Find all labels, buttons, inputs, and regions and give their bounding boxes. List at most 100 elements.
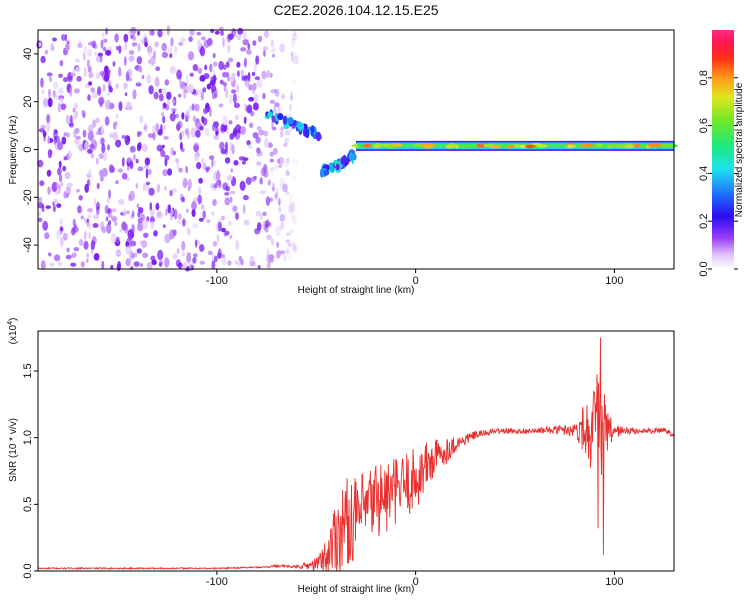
colorbar-gradient	[712, 30, 734, 269]
spectrogram-noise-blob	[141, 143, 148, 153]
spectrogram-branch-blob	[304, 128, 310, 139]
spectrogram-noise-blob	[212, 68, 215, 77]
spectrogram-noise-blob	[198, 217, 204, 222]
snr-xtick-label: 100	[605, 576, 623, 588]
spectrogram-noise-blob	[176, 69, 183, 80]
spectrogram-panel: -100 0 100 -40 -20 0 20 40 Height of straight l…	[8, 25, 678, 296]
spectrogram-noise-blob	[203, 107, 208, 115]
spectrogram-noise-blob	[218, 221, 222, 232]
spectrogram-noise-blob	[66, 247, 70, 253]
spectrogram-noise-blob	[73, 247, 80, 252]
spectrogram-noise-blob	[272, 126, 277, 131]
spectrogram-noise-blob	[96, 72, 100, 80]
spectrogram-noise-blob	[214, 255, 218, 263]
spectrogram-noise-blob	[201, 115, 205, 124]
spectrogram-noise-blob	[271, 186, 276, 192]
spectrogram-noise-blob	[260, 167, 267, 177]
spectrogram-noise-blob	[108, 84, 112, 89]
spectrogram-noise-blob	[144, 157, 151, 166]
spectrogram-noise-blob	[119, 228, 123, 233]
spectrogram-noise-blob	[256, 78, 263, 88]
spectrogram-noise-blob	[267, 142, 273, 148]
spectrogram-noise-blob	[93, 214, 100, 220]
spectrogram-noise-blob	[286, 157, 290, 164]
spectrogram-noise-blob	[176, 248, 180, 255]
spectrogram-noise-blob	[125, 210, 131, 215]
spectrogram-noise-blob	[188, 36, 193, 42]
spectrogram-noise-blob	[169, 233, 173, 240]
spectrogram-noise-blob	[115, 180, 119, 185]
spectrogram-noise-blob	[153, 91, 159, 100]
spectrogram-noise-blob	[196, 88, 202, 95]
snr-panel: -100 0 100 0.0 0.5 1.0 1.5 Height of straight …	[7, 318, 675, 595]
spectrogram-noise-blob	[153, 50, 156, 60]
spectrogram-noise-blob	[102, 46, 107, 52]
spectrogram-noise-blob	[123, 82, 128, 90]
spectrogram-noise-blob	[216, 169, 220, 179]
spectrogram-noise-blob	[87, 207, 93, 213]
spectrogram-noise-blob	[57, 102, 62, 113]
spectrogram-noise-blob	[64, 171, 71, 180]
signal-band-peak	[459, 145, 474, 149]
spectrogram-noise-blob	[71, 69, 76, 74]
snr-ylabel: SNR (10 * v/v)	[8, 418, 19, 482]
spectrogram-noise-blob	[209, 63, 213, 73]
spectrogram-branch-blob	[274, 112, 279, 122]
spectrogram-noise-blob	[59, 226, 64, 232]
spectrogram-noise-blob	[264, 138, 269, 149]
spectrogram-noise-blob	[226, 125, 229, 135]
signal-band-peak	[506, 144, 516, 149]
spectrogram-noise-blob	[179, 80, 186, 90]
spectrogram-noise-blob	[198, 177, 203, 184]
spectrogram-noise-blob	[162, 169, 168, 177]
spectrogram-noise-blob	[145, 181, 151, 186]
spectrogram-noise-blob	[148, 187, 155, 196]
spectrogram-noise-blob	[101, 226, 107, 234]
spectrogram-noise-blob	[112, 131, 119, 141]
figure-title: C2E2.2026.104.12.15.E25	[273, 2, 438, 18]
spectrogram-noise-blob	[128, 231, 133, 242]
spectrogram-noise-blob	[280, 130, 284, 139]
spectrogram-noise-blob	[149, 216, 155, 224]
spectrogram-noise-blob	[71, 252, 77, 258]
spectrogram-noise-blob	[186, 74, 189, 85]
spectrogram-noise-blob	[269, 99, 276, 104]
spectrogram-noise-blob	[267, 222, 272, 227]
spectrogram-noise-blob	[167, 168, 173, 176]
spectrogram-noise-blob	[179, 132, 183, 141]
spectrogram-noise-blob	[261, 70, 267, 80]
snr-ticks: -100 0 100 0.0 0.5 1.0 1.5	[22, 363, 624, 588]
spectrogram-noise-blob	[75, 135, 81, 140]
spectrogram-noise-blob	[130, 26, 137, 35]
spectrogram-noise-blob	[173, 208, 178, 220]
spectrogram-noise-blob	[39, 180, 45, 187]
spectrogram-noise-blob	[135, 183, 139, 189]
spectrogram-noise-blob	[93, 253, 100, 261]
spectrogram-noise-blob	[227, 174, 233, 181]
spectrogram-noise-blob	[224, 230, 230, 236]
spectrogram-noise-blob	[178, 41, 184, 46]
spectrogram-noise-blob	[102, 151, 108, 161]
spectrogram-noise-blob	[277, 164, 283, 169]
spectrogram-noise-blob	[132, 89, 137, 100]
spectrogram-noise-blob	[182, 261, 188, 271]
spectrogram-noise-blob	[43, 222, 47, 231]
spectrogram-noise-blob	[69, 114, 73, 126]
spectrogram-noise-blob	[176, 220, 182, 224]
signal-band-peak	[422, 145, 433, 149]
spectrogram-noise-blob	[89, 144, 95, 149]
spectrogram-noise-blob	[253, 93, 259, 104]
spectrogram-noise-blob	[195, 130, 201, 138]
signal-band-peak	[614, 144, 629, 149]
spectrogram-noise-blob	[252, 102, 259, 111]
spectrogram-noise-blob	[88, 72, 94, 79]
spectrogram-noise-blob	[188, 105, 193, 112]
spectrogram-noise-blob	[187, 83, 194, 94]
spectrogram-noise-blob	[38, 211, 41, 217]
spectrogram-noise-blob	[82, 51, 86, 61]
spectrogram-noise-blob	[87, 130, 94, 141]
spectrogram-noise-blob	[83, 240, 89, 250]
spectrogram-noise-blob	[114, 121, 118, 126]
spectrogram-noise-blob	[135, 158, 139, 164]
spectrogram-noise-blob	[228, 33, 234, 40]
